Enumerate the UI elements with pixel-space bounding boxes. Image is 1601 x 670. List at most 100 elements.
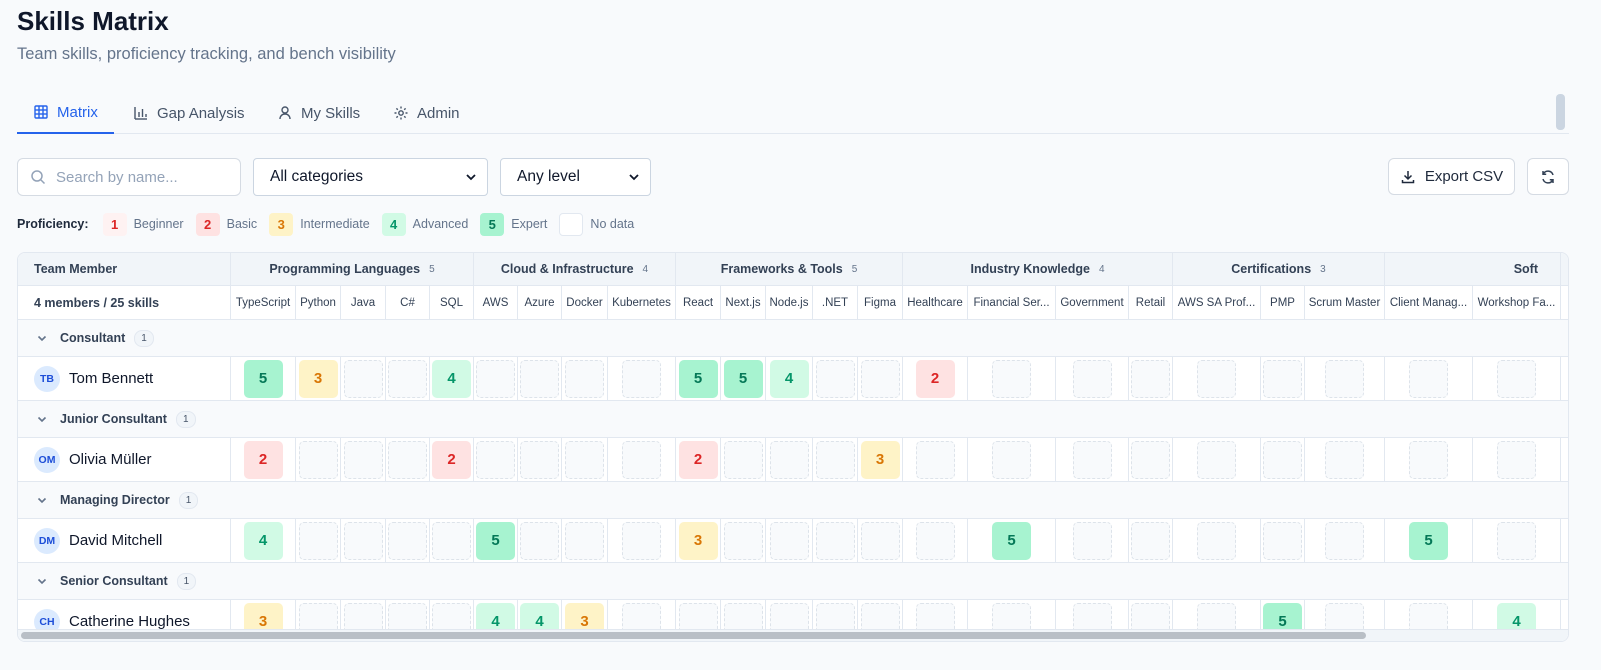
- skill-header-financial-ser[interactable]: Financial Ser...: [968, 286, 1056, 319]
- skill-header-kubernetes[interactable]: Kubernetes: [608, 286, 676, 319]
- group-row[interactable]: Consultant 1: [18, 320, 1568, 357]
- skill-header-aws[interactable]: AWS: [474, 286, 518, 319]
- empty-proficiency-chip[interactable]: [723, 440, 763, 479]
- skill-header-figma[interactable]: Figma: [858, 286, 903, 319]
- proficiency-chip[interactable]: 5: [476, 521, 515, 560]
- empty-proficiency-chip[interactable]: [476, 359, 515, 398]
- empty-proficiency-chip[interactable]: [723, 521, 763, 560]
- empty-proficiency-chip[interactable]: [343, 521, 383, 560]
- skill-header-sql[interactable]: SQL: [430, 286, 474, 319]
- skill-header-client-manag[interactable]: Client Manag...: [1385, 286, 1473, 319]
- empty-proficiency-chip[interactable]: [1131, 359, 1170, 398]
- proficiency-chip[interactable]: 2: [678, 440, 718, 479]
- category-select[interactable]: All categories: [253, 158, 488, 196]
- empty-proficiency-chip[interactable]: [343, 440, 383, 479]
- skill-header-next-js[interactable]: Next.js: [721, 286, 766, 319]
- empty-proficiency-chip[interactable]: [1197, 440, 1236, 479]
- empty-proficiency-chip[interactable]: [915, 440, 955, 479]
- skill-header-c[interactable]: C#: [386, 286, 430, 319]
- empty-proficiency-chip[interactable]: [769, 440, 809, 479]
- proficiency-chip[interactable]: 5: [1409, 521, 1448, 560]
- empty-proficiency-chip[interactable]: [622, 521, 661, 560]
- empty-proficiency-chip[interactable]: [388, 440, 427, 479]
- tab-admin[interactable]: Admin: [377, 92, 476, 134]
- group-row[interactable]: Junior Consultant 1: [18, 401, 1568, 438]
- empty-proficiency-chip[interactable]: [520, 521, 559, 560]
- empty-proficiency-chip[interactable]: [1197, 521, 1236, 560]
- skill-header-python[interactable]: Python: [296, 286, 341, 319]
- proficiency-chip[interactable]: 2: [243, 440, 283, 479]
- skill-header-pmp[interactable]: PMP: [1261, 286, 1305, 319]
- empty-proficiency-chip[interactable]: [915, 521, 955, 560]
- skill-header-net[interactable]: .NET: [813, 286, 858, 319]
- proficiency-chip[interactable]: 4: [243, 521, 283, 560]
- skill-header-retail[interactable]: Retail: [1129, 286, 1173, 319]
- empty-proficiency-chip[interactable]: [476, 440, 515, 479]
- skill-header-node-js[interactable]: Node.js: [766, 286, 813, 319]
- empty-proficiency-chip[interactable]: [1409, 359, 1448, 398]
- empty-proficiency-chip[interactable]: [1325, 521, 1364, 560]
- level-select[interactable]: Any level: [500, 158, 651, 196]
- empty-proficiency-chip[interactable]: [860, 359, 900, 398]
- member-name-cell[interactable]: DM David Mitchell: [18, 519, 231, 562]
- skill-header-workshop-fa[interactable]: Workshop Fa...: [1473, 286, 1561, 319]
- horizontal-scrollbar[interactable]: [18, 629, 1568, 641]
- proficiency-chip[interactable]: 5: [243, 359, 283, 398]
- search-input[interactable]: [56, 168, 226, 186]
- chevron-down-icon[interactable]: [36, 413, 48, 425]
- empty-proficiency-chip[interactable]: [565, 359, 604, 398]
- empty-proficiency-chip[interactable]: [565, 521, 604, 560]
- empty-proficiency-chip[interactable]: [388, 359, 427, 398]
- empty-proficiency-chip[interactable]: [622, 440, 661, 479]
- empty-proficiency-chip[interactable]: [1497, 521, 1536, 560]
- empty-proficiency-chip[interactable]: [1131, 521, 1170, 560]
- empty-proficiency-chip[interactable]: [1325, 440, 1364, 479]
- horizontal-scrollbar-thumb[interactable]: [21, 632, 1366, 639]
- empty-proficiency-chip[interactable]: [860, 521, 900, 560]
- skill-header-react[interactable]: React: [676, 286, 721, 319]
- refresh-button[interactable]: [1527, 158, 1569, 195]
- skill-header-aws-sa-prof[interactable]: AWS SA Prof...: [1173, 286, 1261, 319]
- empty-proficiency-chip[interactable]: [298, 521, 338, 560]
- empty-proficiency-chip[interactable]: [1197, 359, 1236, 398]
- export-csv-button[interactable]: Export CSV: [1388, 158, 1515, 195]
- empty-proficiency-chip[interactable]: [992, 359, 1031, 398]
- proficiency-chip[interactable]: 5: [723, 359, 763, 398]
- skill-header-scrum-master[interactable]: Scrum Master: [1305, 286, 1385, 319]
- skill-header-healthcare[interactable]: Healthcare: [903, 286, 968, 319]
- empty-proficiency-chip[interactable]: [992, 440, 1031, 479]
- proficiency-chip[interactable]: 4: [432, 359, 471, 398]
- empty-proficiency-chip[interactable]: [1263, 521, 1302, 560]
- chevron-down-icon[interactable]: [36, 575, 48, 587]
- proficiency-chip[interactable]: 5: [678, 359, 718, 398]
- member-name-cell[interactable]: OM Olivia Müller: [18, 438, 231, 481]
- empty-proficiency-chip[interactable]: [1072, 359, 1112, 398]
- empty-proficiency-chip[interactable]: [520, 359, 559, 398]
- skill-header-docker[interactable]: Docker: [562, 286, 608, 319]
- empty-proficiency-chip[interactable]: [388, 521, 427, 560]
- group-row[interactable]: Senior Consultant 1: [18, 563, 1568, 600]
- empty-proficiency-chip[interactable]: [1131, 440, 1170, 479]
- proficiency-chip[interactable]: 2: [432, 440, 471, 479]
- tab-gap-analysis[interactable]: Gap Analysis: [117, 92, 261, 134]
- empty-proficiency-chip[interactable]: [815, 440, 855, 479]
- vertical-scrollbar[interactable]: [1556, 94, 1565, 130]
- empty-proficiency-chip[interactable]: [1072, 440, 1112, 479]
- skill-header-java[interactable]: Java: [341, 286, 386, 319]
- empty-proficiency-chip[interactable]: [769, 521, 809, 560]
- proficiency-chip[interactable]: 5: [992, 521, 1031, 560]
- empty-proficiency-chip[interactable]: [1497, 359, 1536, 398]
- skill-header-typescript[interactable]: TypeScript: [231, 286, 296, 319]
- member-name-cell[interactable]: TB Tom Bennett: [18, 357, 231, 400]
- proficiency-chip[interactable]: 2: [915, 359, 955, 398]
- empty-proficiency-chip[interactable]: [622, 359, 661, 398]
- empty-proficiency-chip[interactable]: [815, 359, 855, 398]
- empty-proficiency-chip[interactable]: [1325, 359, 1364, 398]
- empty-proficiency-chip[interactable]: [815, 521, 855, 560]
- tab-my-skills[interactable]: My Skills: [261, 92, 376, 134]
- empty-proficiency-chip[interactable]: [1072, 521, 1112, 560]
- tab-matrix[interactable]: Matrix: [17, 92, 114, 134]
- skill-header-azure[interactable]: Azure: [518, 286, 562, 319]
- empty-proficiency-chip[interactable]: [520, 440, 559, 479]
- proficiency-chip[interactable]: 3: [298, 359, 338, 398]
